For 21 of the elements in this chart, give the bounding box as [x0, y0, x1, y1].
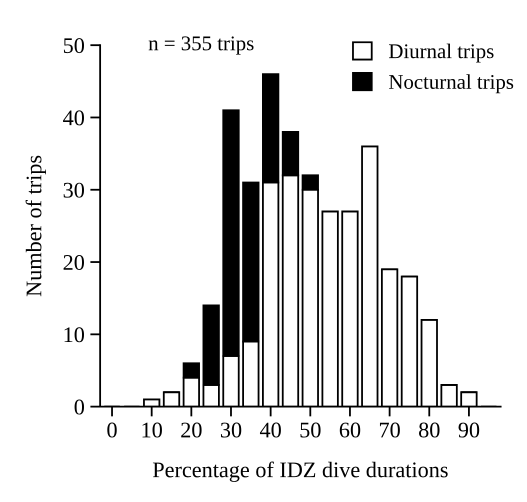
- annotation: n = 355 trips: [148, 36, 254, 55]
- x-tick-label: 0: [107, 422, 117, 438]
- y-tick-label: 40: [63, 110, 84, 126]
- y-tick-label: 30: [64, 182, 84, 198]
- x-tick-label: 80: [419, 422, 440, 438]
- x-tick-label: 30: [220, 422, 242, 438]
- x-tick-label: 60: [340, 422, 360, 438]
- legend-label: Diurnal trips: [388, 44, 494, 63]
- x-axis-title: Percentage of IDZ dive durations: [152, 461, 448, 482]
- y-tick-label: 50: [64, 38, 84, 54]
- x-tick-label: 70: [380, 422, 400, 438]
- x-tick-label: 40: [260, 422, 281, 438]
- y-tick-label: 10: [64, 327, 84, 342]
- y-tick-label: 0: [74, 400, 84, 415]
- x-tick-label: 90: [458, 422, 480, 438]
- y-tick-label: 20: [64, 254, 84, 270]
- x-tick-label: 20: [181, 422, 202, 438]
- legend-label: Nocturnal trips: [388, 74, 514, 94]
- y-axis-title: Number of trips: [26, 156, 46, 296]
- x-tick-label: 50: [300, 422, 321, 438]
- x-tick-label: 10: [142, 422, 162, 438]
